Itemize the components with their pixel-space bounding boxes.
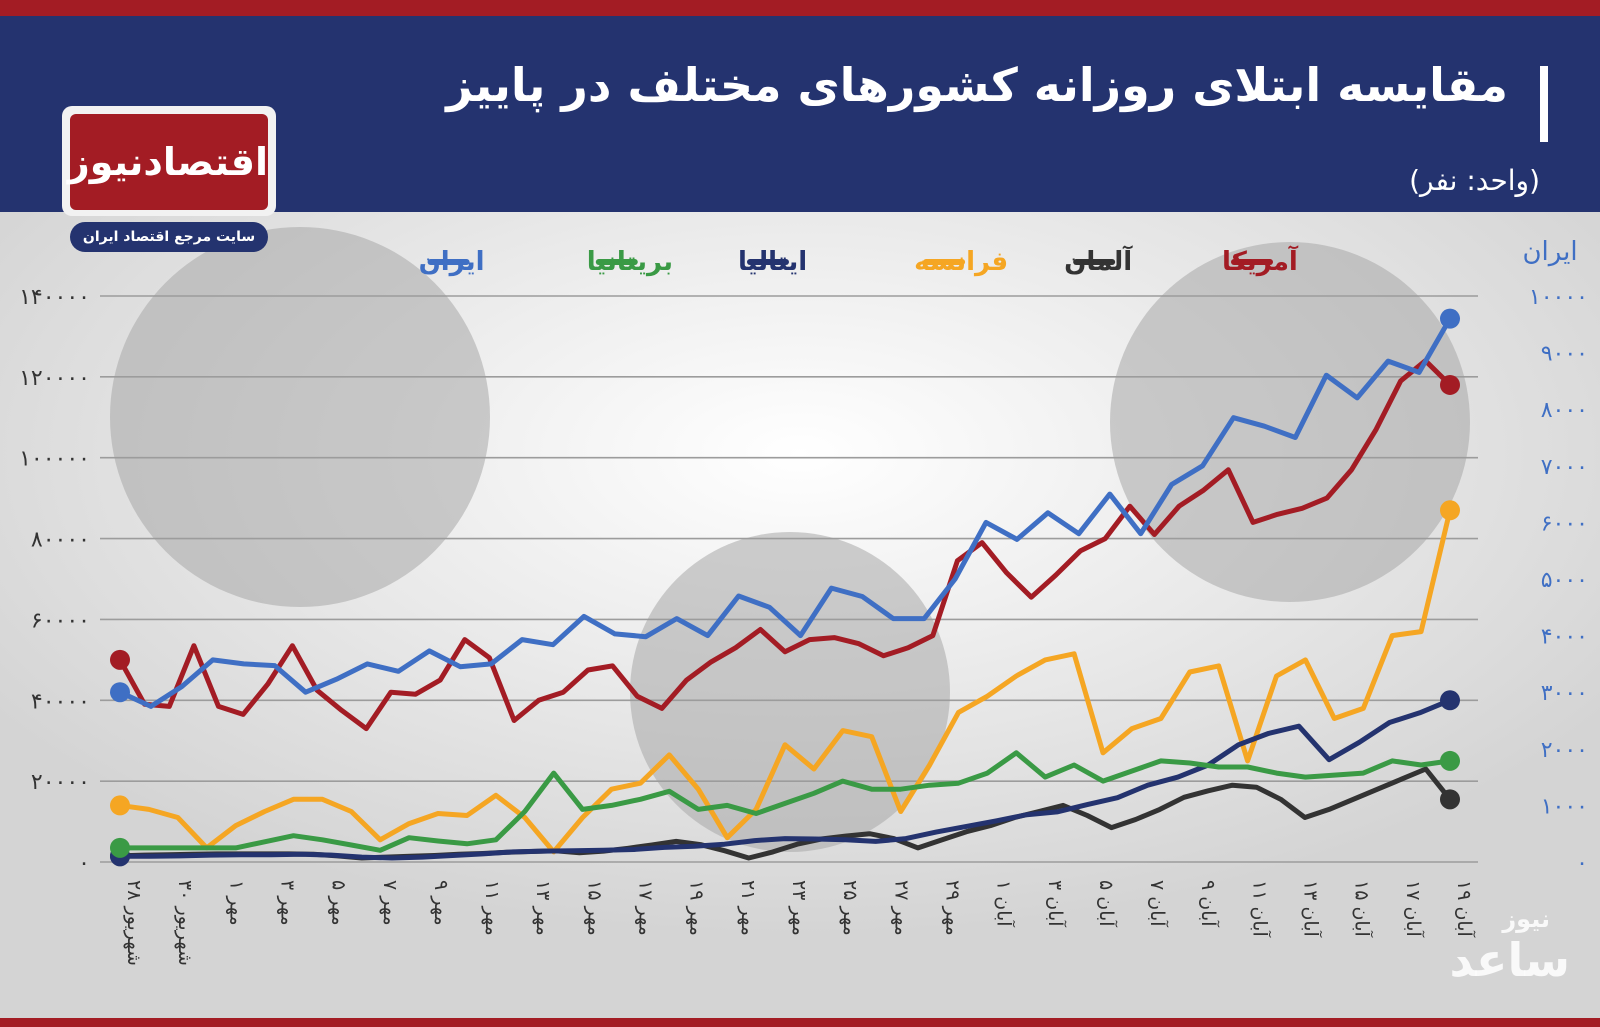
x-tick-label: ۱۱ آبان [1248,880,1272,937]
x-tick-label: ۷ مهر [379,880,401,926]
x-tick-label: ۱۷ مهر [635,880,657,936]
series-start-point [110,682,130,703]
x-tick-label: ۱۳ مهر [532,880,554,936]
right-tick-label: ۳۰۰۰ [1541,681,1588,706]
series-line [117,750,1453,853]
series-line [117,316,1453,709]
series-end-point [1440,789,1460,810]
legend-label: فرانسه [914,247,1008,277]
series-start-point [110,795,130,816]
right-tick-label: ۶۰۰۰ [1541,511,1588,536]
x-tick-label: ۳۰ شهریور [174,880,196,966]
legend-label: بریتانیا [587,247,673,277]
line-chart: ۰۲۰۰۰۰۴۰۰۰۰۶۰۰۰۰۸۰۰۰۰۱۰۰۰۰۰۱۲۰۰۰۰۱۴۰۰۰۰ … [0,212,1600,1018]
legend-label: آلمان [1064,245,1133,277]
series-lines [110,308,1460,867]
right-tick-label: ۲۰۰۰ [1541,738,1588,763]
x-tick-label: ۲۵ مهر [839,880,861,936]
x-tick-label: ۵ مهر [328,880,350,926]
x-tick-label: ۷ آبان [1146,880,1170,927]
x-tick-label: ۱ آبان [993,880,1017,927]
right-tick-label: ۷۰۰۰ [1541,455,1588,480]
x-tick-label: ۳ مهر [276,880,298,926]
series-end-point [1440,500,1460,521]
legend: آمریکا آلمان فرانسه ایتالیا بریتانیا ایران [419,245,1299,277]
series-end-point [1440,690,1460,711]
left-tick-label: ۲۰۰۰۰ [31,770,90,795]
legend-label: ایتالیا [738,247,807,277]
right-tick-label: ۱۰۰۰۰ [1529,285,1588,310]
left-tick-label: ۰ [78,851,90,876]
x-tick-label: ۱۵ آبان [1351,880,1375,937]
series-line [117,697,1453,861]
x-tick-label: ۱۷ آبان [1402,880,1426,937]
virus-decoration [110,227,1470,852]
bottom-accent-bar [0,1018,1600,1027]
series-end-point [1440,308,1460,329]
x-tick-label: ۱۹ مهر [686,880,708,936]
logo-wordmark: اقتصادنیوز [68,114,268,210]
x-tick-label: ۲۸ شهریور [123,880,145,966]
left-tick-label: ۴۰۰۰۰ [31,689,90,714]
right-tick-label: ۱۰۰۰ [1541,794,1588,819]
page-title: مقایسه ابتلای روزانه کشورهای مختلف در پا… [446,58,1508,112]
right-tick-label: ۰ [1576,851,1588,876]
x-tick-label: ۹ مهر [430,880,452,926]
left-axis-ticks: ۰ ۲۰۰۰۰ ۴۰۰۰۰ ۶۰۰۰۰ ۸۰۰۰۰ ۱۰۰۰۰۰ ۱۲۰۰۰۰ ۱۴۰۰۰۰ [19,285,90,876]
series-start-point [110,649,130,670]
left-tick-label: ۱۰۰۰۰۰ [19,447,90,472]
x-tick-label: ۱۹ آبان [1453,880,1477,937]
left-tick-label: ۱۴۰۰۰۰ [19,285,90,310]
x-tick-label: ۲۱ مهر [737,880,759,936]
logo-tagline: سایت مرجع اقتصاد ایران [70,222,268,252]
logo[interactable]: اقتصادنیوز [62,106,276,216]
grid-lines [100,295,1478,863]
series-start-point [110,837,130,858]
right-tick-label: ۴۰۰۰ [1541,625,1588,650]
x-tick-label: ۹ آبان [1197,880,1221,927]
x-tick-label: ۵ آبان [1095,880,1119,927]
unit-label: (واحد: نفر) [1409,164,1540,197]
right-axis-title: ایران [1522,237,1577,267]
x-tick-label: ۲۳ مهر [788,880,810,936]
right-tick-label: ۸۰۰۰ [1541,398,1588,423]
series-line [117,358,1453,732]
top-accent-bar [0,0,1600,16]
x-tick-label: ۱۱ مهر [481,880,503,936]
legend-label: ایران [419,247,485,277]
right-axis-ticks: ۰ ۱۰۰۰ ۲۰۰۰ ۳۰۰۰ ۴۰۰۰ ۵۰۰۰ ۶۰۰۰ ۷۰۰۰ ۸۰۰۰ ۹۰۰۰ ۱۰۰… [1529,285,1588,876]
x-axis-ticks: ۲۸ شهریور ۳۰ شهریور ۱ مهر ۳ مهر ۵ مهر ۷ مهر ۹ … [123,880,1477,966]
series-line [117,507,1453,855]
series-end-point [1440,374,1460,395]
right-tick-label: ۵۰۰۰ [1541,568,1588,593]
x-tick-label: ۳ آبان [1044,880,1068,927]
x-tick-label: ۱۳ آبان [1300,880,1324,937]
x-tick-label: ۲۷ مهر [890,880,912,936]
title-accent-bar [1540,66,1548,142]
left-tick-label: ۶۰۰۰۰ [31,608,90,633]
left-tick-label: ۸۰۰۰۰ [31,528,90,553]
x-tick-label: ۱ مهر [225,880,247,926]
watermark-top-text: نیوز [1502,905,1550,933]
watermark-main-text: ساعد [1449,933,1570,987]
left-tick-label: ۱۲۰۰۰۰ [19,366,90,391]
x-tick-label: ۲۹ مهر [941,880,963,936]
watermark: نیوز ساعد [1380,905,1580,1005]
right-tick-label: ۹۰۰۰ [1541,342,1588,367]
x-tick-label: ۱۵ مهر [583,880,605,936]
legend-label: آمریکا [1222,245,1299,277]
series-end-point [1440,750,1460,771]
